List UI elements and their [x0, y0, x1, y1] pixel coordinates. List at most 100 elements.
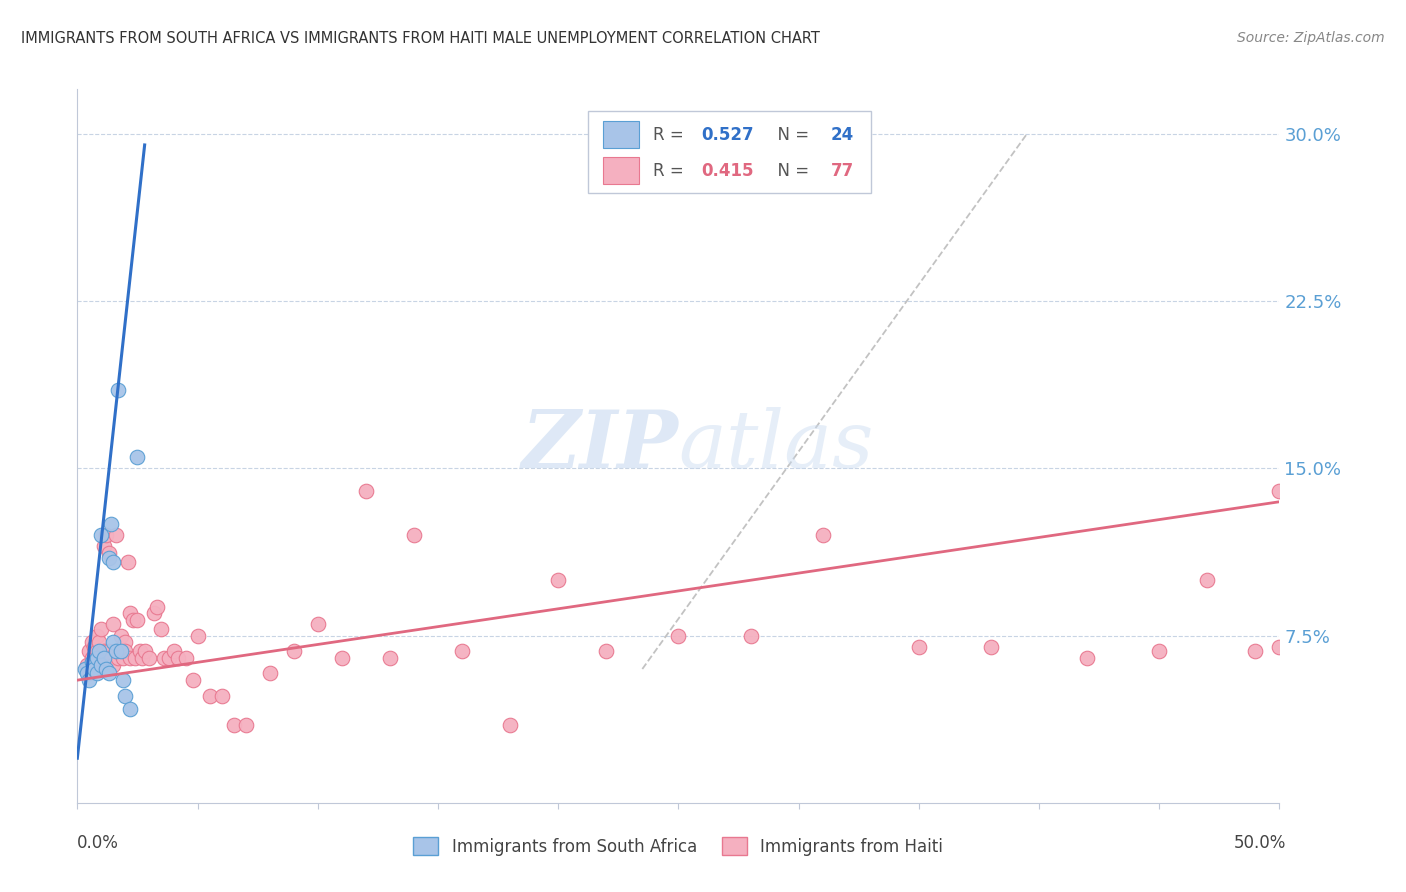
Point [86, 644, 108, 658]
Text: ZIP: ZIP [522, 408, 679, 484]
Point [162, 644, 184, 658]
Text: 0.415: 0.415 [702, 161, 754, 179]
Point [1244, 644, 1267, 658]
Point [103, 555, 125, 569]
Point [110, 644, 132, 658]
Point [211, 689, 233, 703]
Point [181, 673, 204, 687]
Point [87, 635, 110, 649]
Point [86, 628, 108, 642]
Point [97, 550, 120, 565]
Point [83, 662, 105, 676]
Point [145, 599, 167, 614]
Bar [603, 157, 638, 184]
Point [97, 546, 120, 560]
Point [93, 651, 115, 665]
Point [1076, 651, 1098, 665]
Point [79, 666, 101, 681]
Point [1268, 483, 1291, 498]
Point [93, 644, 115, 658]
Point [100, 651, 122, 665]
Point [76, 666, 98, 681]
Text: N =: N = [768, 126, 814, 144]
Text: atlas: atlas [679, 408, 873, 484]
Point [235, 717, 257, 731]
Point [110, 628, 132, 642]
Text: N =: N = [768, 161, 814, 179]
Point [1268, 640, 1291, 654]
Point [167, 651, 190, 665]
Point [90, 528, 112, 542]
Legend: Immigrants from South Africa, Immigrants from Haiti: Immigrants from South Africa, Immigrants… [406, 830, 950, 863]
Point [86, 651, 108, 665]
Point [83, 662, 105, 676]
Point [90, 622, 112, 636]
Text: 0.527: 0.527 [702, 126, 754, 144]
Point [103, 617, 125, 632]
Point [121, 613, 143, 627]
Point [76, 657, 98, 672]
Point [114, 644, 136, 658]
Point [90, 657, 112, 672]
Point [595, 644, 617, 658]
Point [87, 644, 110, 658]
Point [93, 539, 115, 553]
Text: Source: ZipAtlas.com: Source: ZipAtlas.com [1237, 31, 1385, 45]
Point [73, 662, 96, 676]
Point [86, 666, 108, 681]
Point [96, 662, 118, 676]
Text: 77: 77 [831, 161, 855, 179]
Point [811, 528, 834, 542]
Point [127, 450, 149, 465]
Point [120, 702, 142, 716]
Point [131, 651, 153, 665]
Point [80, 635, 103, 649]
Point [127, 613, 149, 627]
Point [330, 651, 353, 665]
Point [174, 651, 197, 665]
Point [104, 644, 127, 658]
Point [104, 528, 127, 542]
Point [138, 651, 160, 665]
Bar [603, 121, 638, 148]
Point [668, 628, 690, 642]
Point [283, 644, 305, 658]
Point [740, 628, 762, 642]
Point [87, 651, 110, 665]
Point [80, 655, 103, 669]
Point [307, 617, 329, 632]
Point [124, 651, 146, 665]
Point [451, 644, 474, 658]
Point [128, 644, 150, 658]
Point [96, 651, 118, 665]
Point [100, 517, 122, 532]
Point [114, 689, 136, 703]
Point [117, 555, 139, 569]
Point [120, 607, 142, 621]
Point [187, 628, 209, 642]
Point [157, 651, 180, 665]
Text: R =: R = [654, 161, 689, 179]
Point [107, 384, 129, 398]
Point [402, 528, 425, 542]
Point [110, 644, 132, 658]
Text: R =: R = [654, 126, 689, 144]
Point [111, 651, 134, 665]
Point [259, 666, 281, 681]
Point [103, 635, 125, 649]
Point [114, 635, 136, 649]
Point [120, 651, 142, 665]
Point [97, 666, 120, 681]
Point [111, 673, 134, 687]
Point [198, 689, 221, 703]
Point [547, 573, 569, 587]
FancyBboxPatch shape [588, 111, 870, 193]
Point [104, 644, 127, 658]
Point [97, 644, 120, 658]
Text: 24: 24 [831, 126, 855, 144]
Text: 0.0%: 0.0% [77, 834, 120, 852]
Point [908, 640, 931, 654]
Text: 50.0%: 50.0% [1234, 834, 1286, 852]
Point [1197, 573, 1219, 587]
Point [499, 717, 522, 731]
